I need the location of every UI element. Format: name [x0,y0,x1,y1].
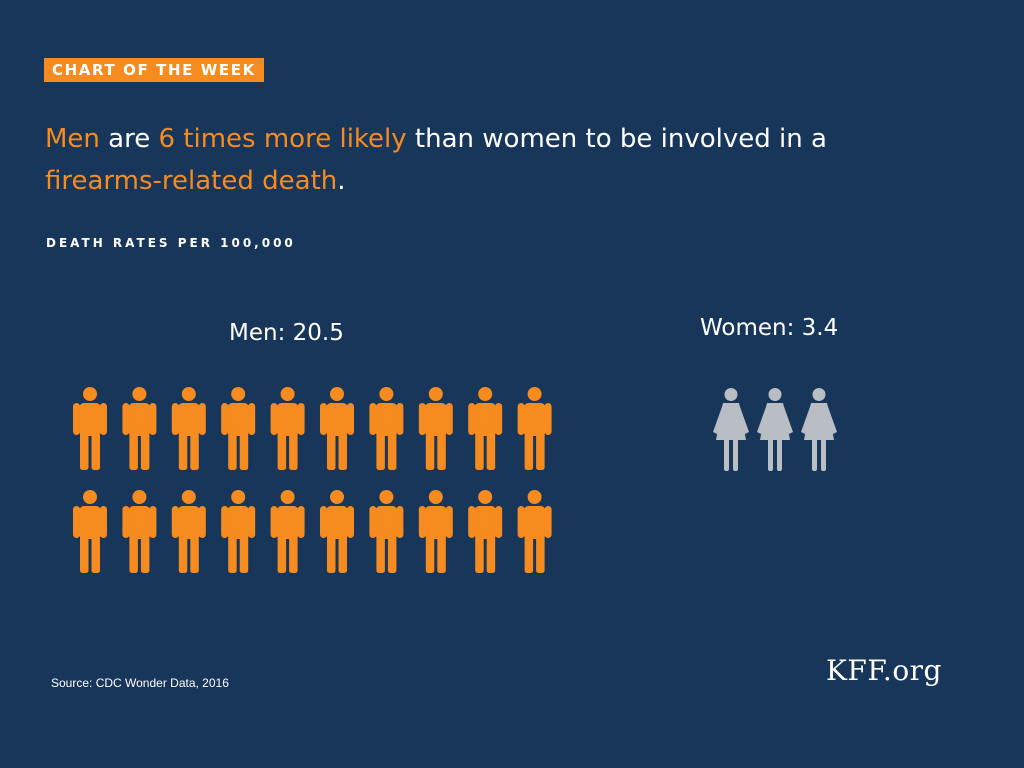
man-icon [73,490,107,573]
headline-text-1: are [99,124,159,154]
man-icon [122,490,157,573]
man-icon [418,490,453,573]
headline-emphasis: 6 times more likely [158,124,407,154]
man-icon [270,490,305,573]
man-icon [468,387,503,470]
chart-of-the-week-badge: CHART OF THE WEEK [44,58,264,82]
women-rate-label: Women: 3.4 [700,315,839,341]
headline: Men are 6 times more likely than women t… [45,118,945,202]
man-icon [418,387,453,470]
source-note: Source: CDC Wonder Data, 2016 [51,676,229,690]
man-icon [171,387,206,470]
kff-logo: KFF.org [826,654,942,687]
man-icon [369,490,404,573]
man-icon [270,387,305,470]
man-icon [122,387,157,470]
men-rate-label: Men: 20.5 [229,320,344,346]
man-icon [517,490,552,573]
man-icon [369,387,404,470]
man-icon [320,490,354,573]
headline-text-2: than women to be involved in a [406,124,827,154]
headline-men: Men [45,124,100,154]
woman-icon [801,388,837,471]
man-icon [517,387,552,470]
man-icon [73,387,107,470]
headline-topic: firearms-related death [45,166,338,196]
man-icon [221,387,256,470]
woman-icon [713,388,749,471]
headline-period: . [337,166,346,196]
man-icon [221,490,256,573]
man-icon [320,387,354,470]
woman-icon [757,388,793,471]
man-icon [468,490,503,573]
man-icon [171,490,206,573]
chart-subtitle: DEATH RATES PER 100,000 [46,236,296,250]
